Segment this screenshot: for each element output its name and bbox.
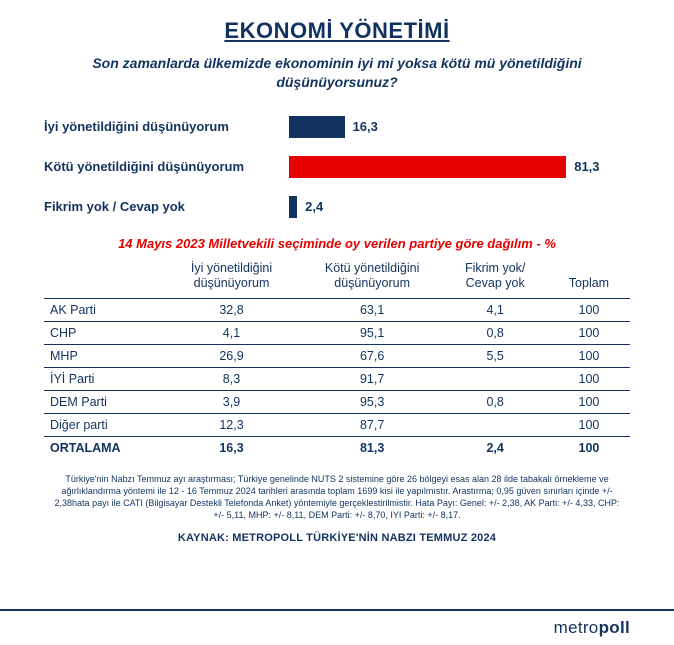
table-row: Diğer parti12,387,7 100 (44, 414, 630, 437)
chart-bar (289, 156, 566, 178)
table-cell: 100 (548, 437, 630, 460)
logo: metropoll (554, 618, 630, 638)
table-cell: 8,3 (161, 368, 302, 391)
table-cell (442, 368, 547, 391)
chart-value: 81,3 (574, 159, 599, 174)
chart-label: Fikrim yok / Cevap yok (44, 199, 289, 214)
table-average-row: ORTALAMA16,381,32,4100 (44, 437, 630, 460)
table-row: İYİ Parti8,391,7 100 (44, 368, 630, 391)
table-cell: 95,1 (302, 322, 443, 345)
table-cell: 81,3 (302, 437, 443, 460)
table-row: DEM Parti3,995,30,8100 (44, 391, 630, 414)
chart-bar (289, 196, 297, 218)
table-row: CHP4,195,10,8100 (44, 322, 630, 345)
table-row: AK Parti32,863,14,1100 (44, 299, 630, 322)
chart-row: İyi yönetildiğini düşünüyorum 16,3 (44, 116, 630, 138)
table-cell: İYİ Parti (44, 368, 161, 391)
chart-bar-area: 81,3 (289, 156, 630, 178)
table-cell: 3,9 (161, 391, 302, 414)
table-cell: Diğer parti (44, 414, 161, 437)
table-cell: DEM Parti (44, 391, 161, 414)
table-cell: MHP (44, 345, 161, 368)
table-cell: 2,4 (442, 437, 547, 460)
table-cell: 91,7 (302, 368, 443, 391)
chart-bar (289, 116, 345, 138)
table-cell: 100 (548, 391, 630, 414)
logo-part-b: poll (599, 618, 630, 637)
chart-row: Kötü yönetildiğini düşünüyorum 81,3 (44, 156, 630, 178)
table-cell: 100 (548, 368, 630, 391)
methodology-footnote: Türkiye'nin Nabzı Temmuz ayı araştırması… (44, 473, 630, 522)
table-cell: 4,1 (442, 299, 547, 322)
table-cell: 63,1 (302, 299, 443, 322)
table-cell: 5,5 (442, 345, 547, 368)
source-line: KAYNAK: METROPOLL TÜRKİYE'NİN NABZI TEMM… (44, 532, 630, 544)
logo-part-a: metro (554, 618, 599, 637)
table-row: MHP26,967,65,5100 (44, 345, 630, 368)
table-cell: 32,8 (161, 299, 302, 322)
table-cell: 100 (548, 322, 630, 345)
chart-bar-area: 16,3 (289, 116, 630, 138)
table-cell: ORTALAMA (44, 437, 161, 460)
breakdown-table: İyi yönetildiğini düşünüyorumKötü yöneti… (44, 257, 630, 459)
table-cell: 26,9 (161, 345, 302, 368)
table-cell: 0,8 (442, 391, 547, 414)
table-cell: 67,6 (302, 345, 443, 368)
chart-row: Fikrim yok / Cevap yok 2,4 (44, 196, 630, 218)
chart-value: 2,4 (305, 199, 323, 214)
bar-chart: İyi yönetildiğini düşünüyorum 16,3 Kötü yö… (44, 116, 630, 218)
table-cell: 4,1 (161, 322, 302, 345)
table-cell: 16,3 (161, 437, 302, 460)
table-cell: 87,7 (302, 414, 443, 437)
table-header: Toplam (548, 257, 630, 299)
chart-label: İyi yönetildiğini düşünüyorum (44, 119, 289, 134)
table-cell (442, 414, 547, 437)
footer-bar: metropoll (0, 609, 674, 645)
table-cell: AK Parti (44, 299, 161, 322)
table-cell: 100 (548, 299, 630, 322)
table-cell: 100 (548, 414, 630, 437)
survey-question: Son zamanlarda ülkemizde ekonominin iyi … (44, 54, 630, 92)
chart-label: Kötü yönetildiğini düşünüyorum (44, 159, 289, 174)
table-cell: 95,3 (302, 391, 443, 414)
chart-value: 16,3 (353, 119, 378, 134)
page-title: EKONOMİ YÖNETİMİ (44, 18, 630, 44)
table-cell: 100 (548, 345, 630, 368)
table-cell: 0,8 (442, 322, 547, 345)
table-cell: 12,3 (161, 414, 302, 437)
table-cell: CHP (44, 322, 161, 345)
table-header: Fikrim yok/ Cevap yok (442, 257, 547, 299)
table-header (44, 257, 161, 299)
table-header: İyi yönetildiğini düşünüyorum (161, 257, 302, 299)
chart-bar-area: 2,4 (289, 196, 630, 218)
table-header: Kötü yönetildiğini düşünüyorum (302, 257, 443, 299)
table-caption: 14 Mayıs 2023 Milletvekili seçiminde oy … (44, 236, 630, 251)
